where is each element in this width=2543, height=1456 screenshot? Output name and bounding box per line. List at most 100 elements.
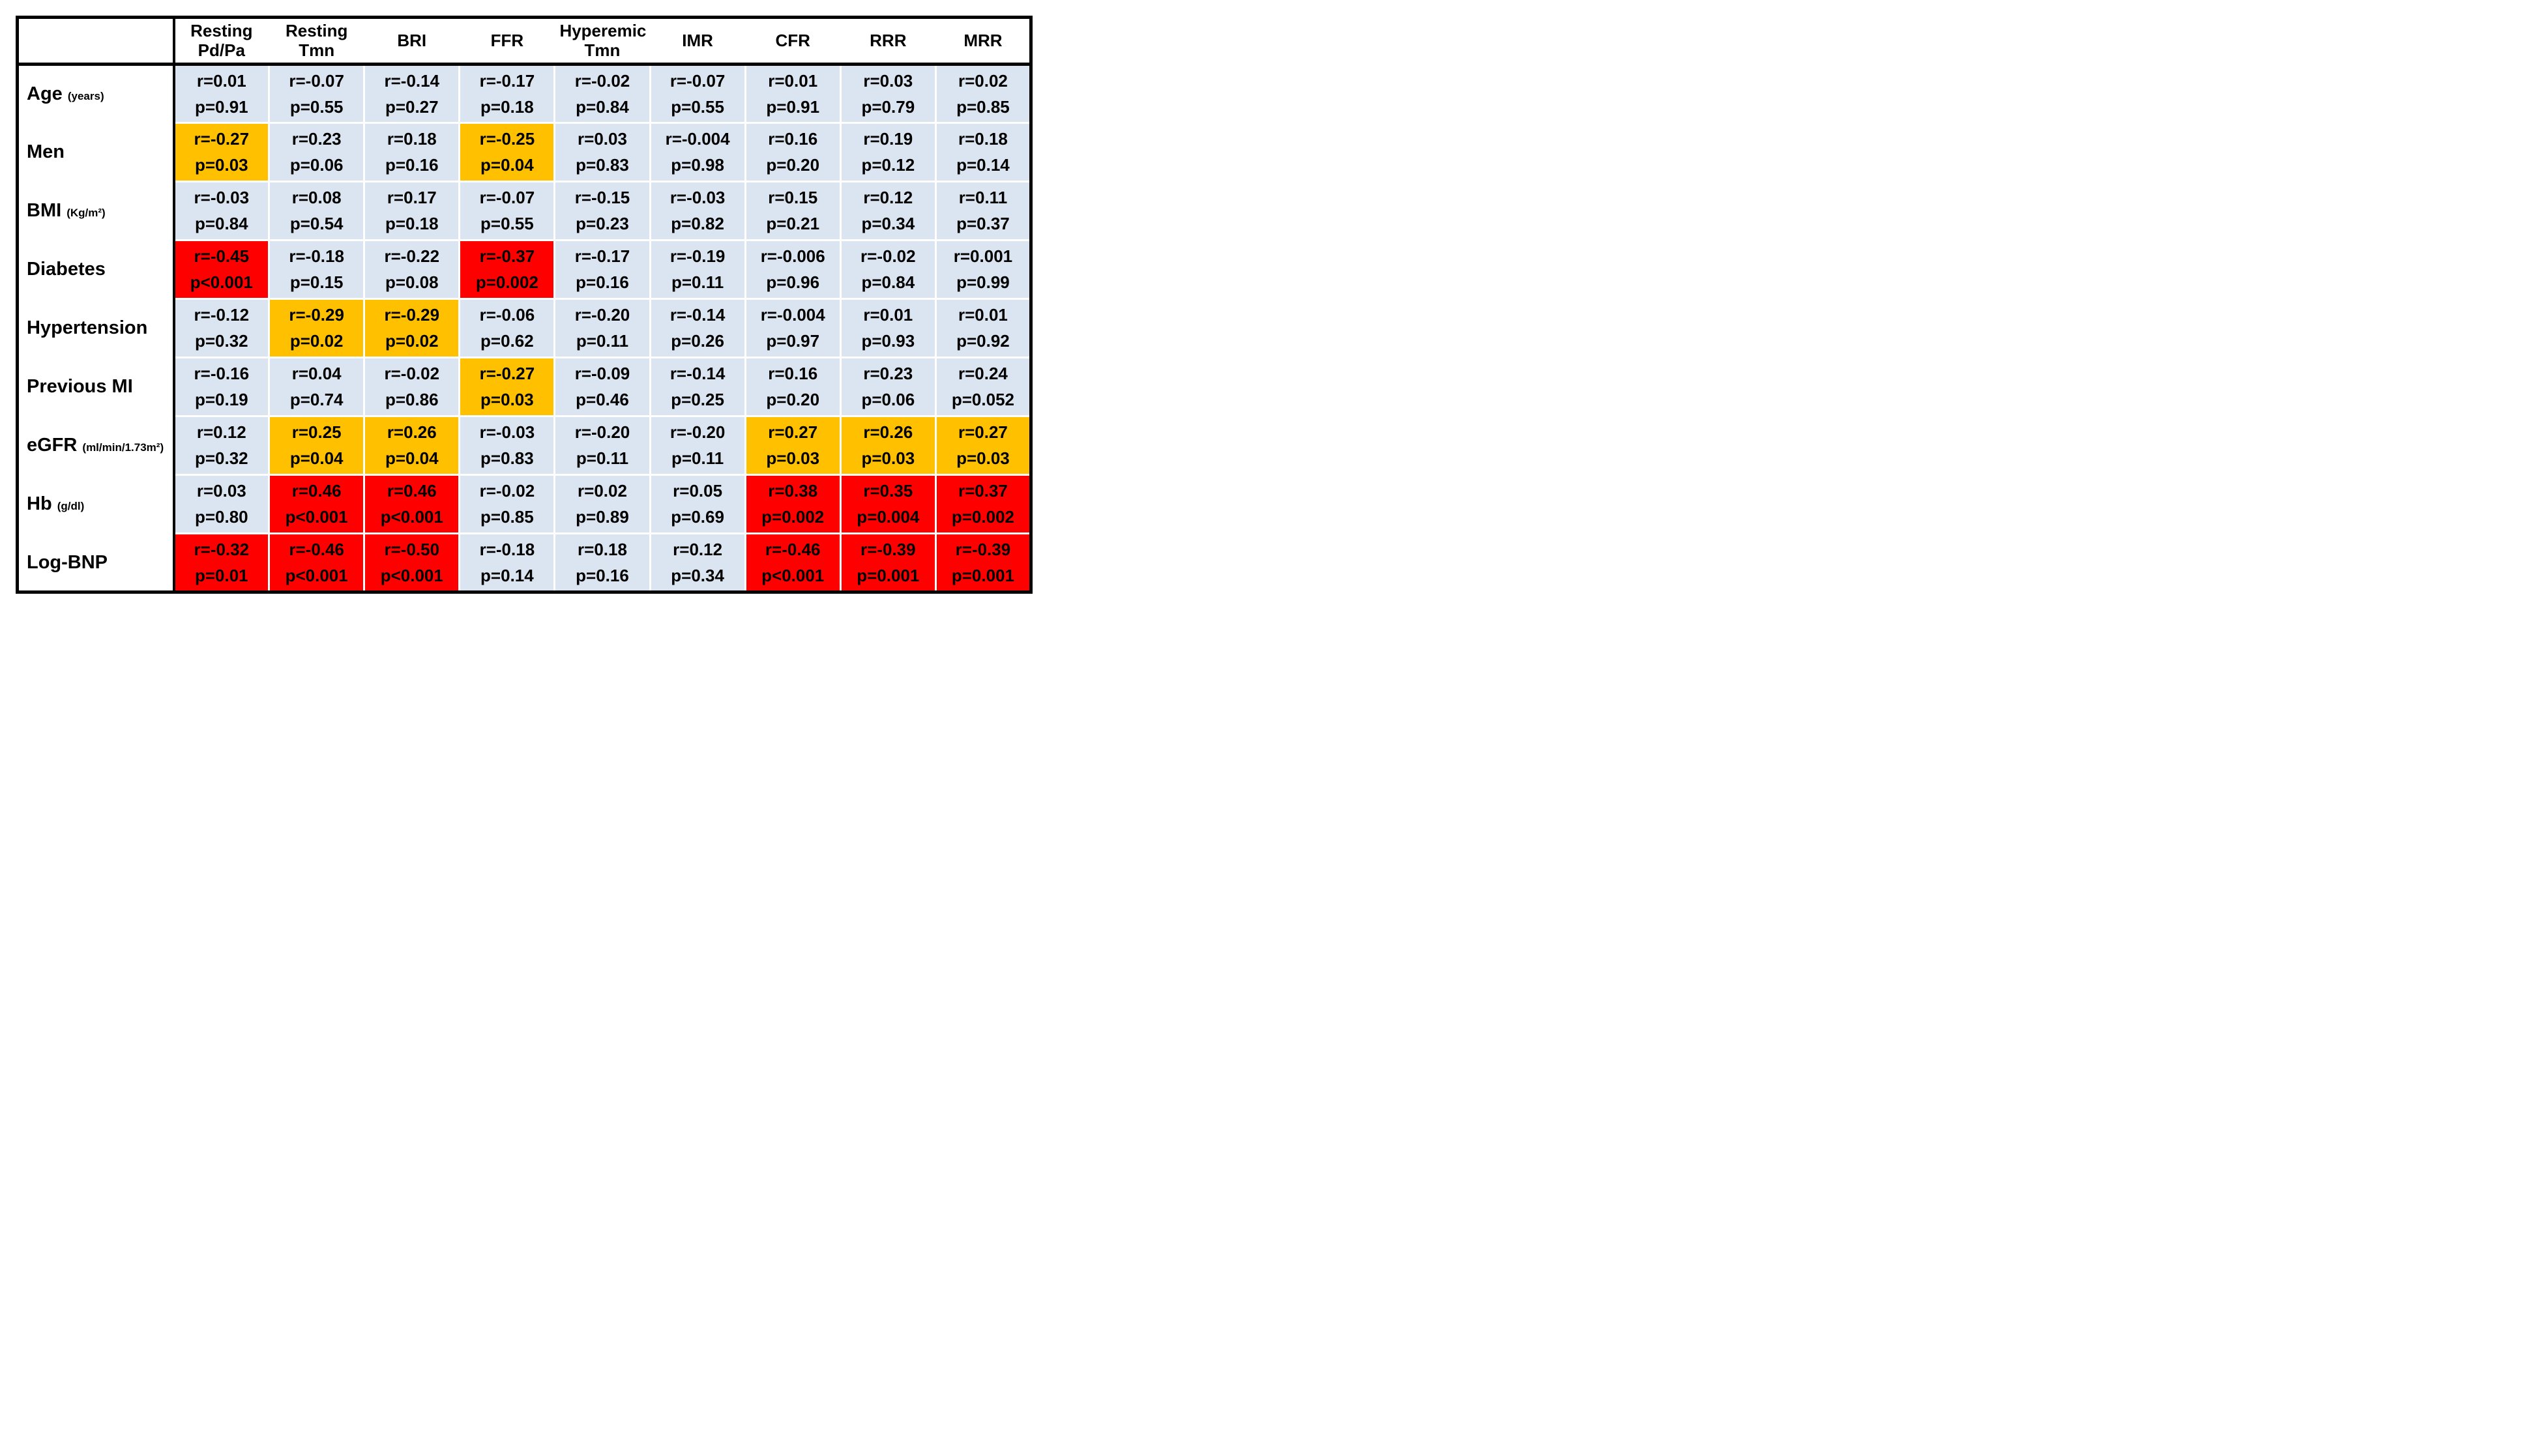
r-value: r=0.23 [863, 364, 913, 383]
r-value: r=-0.02 [860, 246, 916, 266]
correlation-cell: r=-0.006 p=0.96 [744, 239, 842, 300]
correlation-cell: r=-0.50 p<0.001 [363, 532, 461, 593]
p-value: p=0.86 [385, 390, 439, 409]
p-value: p=0.12 [861, 155, 915, 175]
correlation-cell: r=-0.32 p=0.01 [172, 532, 271, 593]
table-row: BMI (Kg/m²) r=-0.03 p=0.84 r=0.08 p=0.54… [16, 181, 1033, 241]
p-value: p<0.001 [190, 272, 253, 292]
p-value: p=0.80 [194, 507, 248, 527]
column-header: BRI [363, 16, 461, 66]
r-value: r=-0.32 [194, 539, 250, 559]
correlation-cell: r=0.46 p<0.001 [268, 474, 366, 534]
correlation-cell: r=0.17 p=0.18 [363, 181, 461, 241]
row-label: Hb (g/dl) [16, 474, 175, 534]
p-value: p=0.54 [289, 214, 344, 233]
correlation-cell: r=0.03 p=0.80 [172, 474, 271, 534]
correlation-cell: r=0.18 p=0.16 [363, 122, 461, 182]
r-value: r=0.26 [863, 422, 913, 442]
column-header: Resting Tmn [268, 16, 366, 66]
r-value: r=-0.14 [669, 364, 726, 383]
correlation-cell: r=0.46 p<0.001 [363, 474, 461, 534]
correlation-cell: r=0.25 p=0.04 [268, 415, 366, 476]
r-value: r=0.18 [387, 129, 437, 149]
p-value: p=0.84 [861, 272, 915, 292]
correlation-cell: r=-0.39 p=0.001 [934, 532, 1033, 593]
row-label-text: Men [27, 141, 65, 162]
correlation-cell: r=0.16 p=0.20 [744, 122, 842, 182]
r-value: r=0.46 [291, 481, 342, 501]
r-value: r=-0.18 [289, 246, 344, 266]
p-value: p=0.99 [956, 272, 1010, 292]
r-value: r=0.01 [958, 305, 1008, 325]
correlation-cell: r=-0.03 p=0.82 [649, 181, 746, 241]
p-value: p=0.98 [671, 155, 724, 175]
p-value: p=0.34 [861, 214, 915, 233]
r-value: r=0.001 [953, 246, 1013, 266]
r-value: r=-0.02 [574, 70, 630, 91]
p-value: p=0.08 [385, 272, 439, 292]
r-value: r=-0.29 [384, 305, 440, 325]
correlation-cell: r=-0.17 p=0.16 [553, 239, 651, 300]
correlation-cell: r=-0.02 p=0.85 [458, 474, 556, 534]
p-value: p=0.03 [956, 448, 1010, 468]
r-value: r=0.02 [578, 481, 627, 501]
row-label-text: Log-BNP [27, 551, 108, 573]
r-value: r=0.46 [387, 481, 437, 501]
r-value: r=-0.006 [760, 246, 825, 266]
table-row: Men r=-0.27 p=0.03 r=0.23 p=0.06 r=0.18 … [16, 122, 1033, 182]
r-value: r=0.03 [863, 70, 913, 91]
p-value: p=0.11 [671, 448, 724, 468]
r-value: r=-0.004 [665, 129, 730, 149]
p-value: p=0.03 [194, 155, 248, 175]
p-value: p=0.02 [385, 331, 439, 351]
row-label-unit: (ml/min/1.73m²) [82, 441, 164, 454]
p-value: p=0.34 [671, 565, 724, 585]
r-value: r=-0.03 [669, 188, 726, 207]
correlation-cell: r=-0.17 p=0.18 [458, 63, 556, 124]
p-value: p=0.18 [480, 96, 534, 117]
correlation-cell: r=-0.19 p=0.11 [649, 239, 746, 300]
p-value: p=0.82 [671, 214, 724, 233]
p-value: p=0.83 [576, 155, 629, 175]
r-value: r=0.27 [768, 422, 818, 442]
r-value: r=-0.03 [194, 188, 250, 207]
p-value: p=0.001 [951, 565, 1014, 585]
r-value: r=0.16 [768, 129, 818, 149]
correlation-cell: r=-0.07 p=0.55 [268, 63, 366, 124]
p-value: p=0.03 [766, 448, 820, 468]
p-value: p=0.85 [956, 96, 1010, 117]
p-value: p<0.001 [285, 507, 348, 527]
p-value: p<0.001 [380, 565, 443, 585]
row-label-unit: (g/dl) [57, 500, 85, 512]
r-value: r=0.37 [958, 481, 1008, 501]
p-value: p=0.97 [766, 331, 820, 351]
r-value: r=-0.19 [669, 246, 726, 266]
r-value: r=-0.45 [194, 246, 250, 266]
correlation-table: Resting Pd/Pa Resting Tmn BRI FFR Hyperemic … [16, 16, 1033, 594]
p-value: p=0.04 [385, 448, 439, 468]
correlation-cell: r=-0.39 p=0.001 [839, 532, 937, 593]
p-value: p=0.55 [289, 96, 344, 117]
r-value: r=-0.09 [574, 364, 630, 383]
table-row: Age (years) r=0.01 p=0.91 r=-0.07 p=0.55… [16, 63, 1033, 124]
table-header: Resting Pd/Pa Resting Tmn BRI FFR Hyperemic … [16, 16, 1033, 66]
r-value: r=0.04 [291, 364, 342, 383]
p-value: p=0.11 [576, 448, 629, 468]
correlation-cell: r=0.01 p=0.91 [744, 63, 842, 124]
r-value: r=-0.27 [194, 129, 250, 149]
p-value: p=0.21 [766, 214, 820, 233]
r-value: r=-0.03 [479, 422, 535, 442]
correlation-cell: r=0.16 p=0.20 [744, 357, 842, 417]
p-value: p=0.93 [861, 331, 915, 351]
p-value: p=0.15 [289, 272, 344, 292]
p-value: p=0.85 [480, 507, 534, 527]
p-value: p=0.02 [289, 331, 344, 351]
column-header: Hyperemic Tmn [553, 16, 651, 66]
p-value: p=0.55 [671, 96, 724, 117]
correlation-cell: r=-0.09 p=0.46 [553, 357, 651, 417]
r-value: r=-0.20 [669, 422, 726, 442]
r-value: r=-0.12 [194, 305, 250, 325]
p-value: p=0.83 [480, 448, 534, 468]
r-value: r=0.35 [863, 481, 913, 501]
r-value: r=0.11 [958, 188, 1008, 207]
